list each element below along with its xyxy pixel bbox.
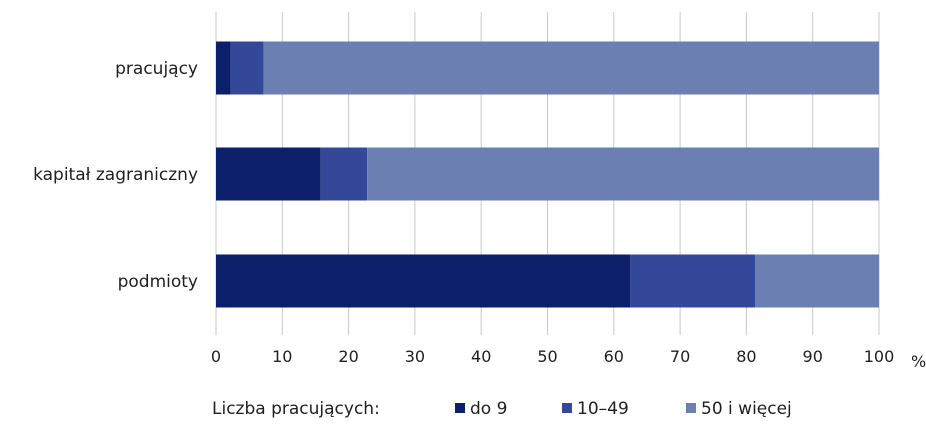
x-tick-label: 90 [803,347,823,366]
legend-swatch [455,403,465,413]
bar-segment [630,254,756,308]
x-tick-label: 50 [537,347,557,366]
x-tick-label: 30 [405,347,425,366]
bar-segment [230,41,264,95]
legend-label: do 9 [470,399,507,419]
category-label: pracujący [115,59,198,79]
x-unit-label: % [911,352,926,371]
x-tick-label: 0 [211,347,221,366]
x-tick-label: 100 [864,347,895,366]
bar-segment [216,41,231,95]
x-tick-label: 70 [670,347,690,366]
bar-segment [216,147,321,201]
x-tick-label: 10 [272,347,292,366]
legend-label: 50 i więcej [701,399,792,419]
legend-label: 10–49 [577,399,629,419]
bar-segment [755,254,879,308]
category-label: podmioty [118,272,198,292]
legend-title: Liczba pracujących: [212,399,380,419]
x-tick-label: 80 [736,347,756,366]
category-label: kapitał zagraniczny [33,165,198,185]
legend-swatch [562,403,572,413]
bar-segment [320,147,368,201]
bar-segment [263,41,880,95]
legend-swatch [686,403,696,413]
bar-segment [367,147,879,201]
x-tick-label: 20 [338,347,358,366]
x-tick-label: 60 [604,347,624,366]
x-tick-label: 40 [471,347,491,366]
bar-segment [216,254,631,308]
